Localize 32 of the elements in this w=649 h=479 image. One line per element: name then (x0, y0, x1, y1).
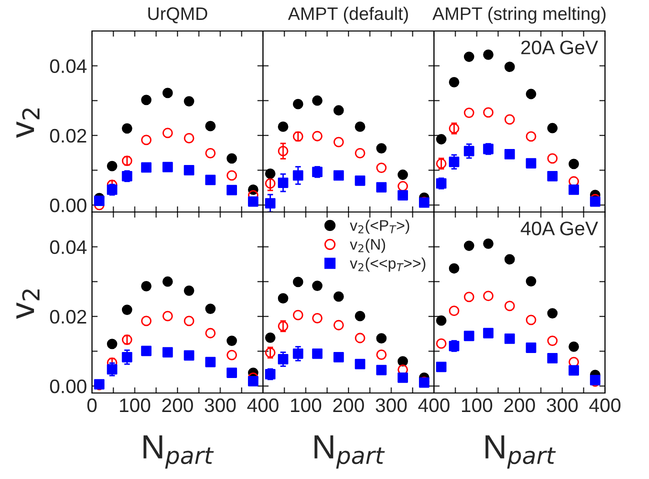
y-tick-label: 0.00 (50, 380, 86, 394)
x-tick-label: 300 (546, 398, 578, 412)
legend-label: v$_{2}$(<<p$_{T}$>>) (350, 258, 426, 272)
x-tick-label: 300 (376, 398, 407, 412)
annotation: 40A GeV (520, 222, 598, 236)
y-tick-label: 0.04 (50, 240, 87, 254)
x-axis-title: N$_{part}$ (486, 435, 556, 469)
chart-title: AMPT (default) (288, 6, 408, 24)
x-axis-title: N$_{part}$ (144, 435, 214, 469)
y-axis-title: v$_{2}$ (16, 108, 40, 138)
x-axis-title: N$_{part}$ (314, 435, 385, 469)
x-tick-label: 400 (247, 398, 278, 412)
x-tick-label: 200 (504, 398, 535, 412)
x-tick-label: 100 (291, 398, 322, 412)
annotation: 20A GeV (521, 40, 598, 54)
x-tick-label: 300 (204, 398, 236, 412)
x-tick-label: 400 (589, 398, 620, 412)
y-tick-label: 0.04 (50, 59, 87, 74)
chart-title: UrQMD (148, 7, 208, 24)
y-tick-label: 0.02 (50, 310, 86, 324)
x-tick-label: 200 (162, 398, 193, 412)
x-tick-label: 100 (462, 398, 492, 412)
y-tick-label: 0.02 (50, 128, 86, 143)
x-tick-label: 400 (418, 398, 450, 412)
x-tick-label: 200 (333, 398, 364, 412)
chart-title: AMPT (string melting) (432, 6, 606, 24)
x-tick-label: 0 (87, 398, 97, 412)
legend-label: v$_{2}$(N) (350, 238, 386, 253)
x-tick-label: 100 (120, 398, 150, 412)
legend-label: v$_{2}$(<P$_{T}$>) (350, 220, 410, 234)
y-tick-label: 0.00 (50, 198, 86, 212)
y-axis-title: v$_{2}$ (16, 290, 40, 319)
